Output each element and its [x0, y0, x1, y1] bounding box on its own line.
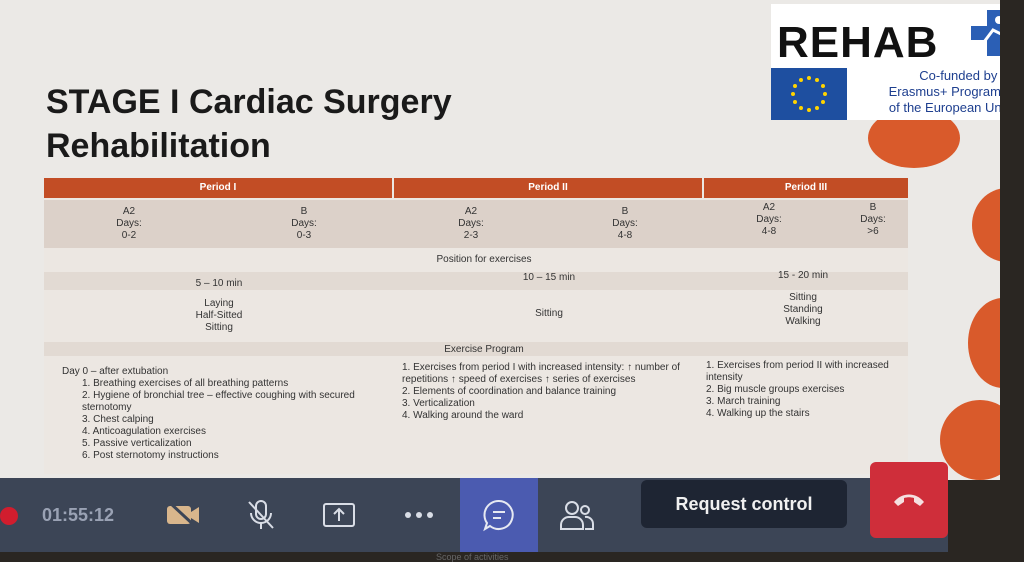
slide-title-line1: STAGE I Cardiac Surgery [46, 83, 452, 121]
period-header: Period III [704, 178, 908, 198]
recording-indicator [0, 507, 18, 525]
group-days: 0-3 [296, 230, 312, 241]
group-label: A2 [122, 206, 136, 217]
duration-p1: 5 – 10 min [195, 278, 243, 289]
group-days: 4-8 [761, 226, 777, 237]
request-control-button[interactable]: Request control [641, 480, 847, 528]
group-days-label: Days: [116, 218, 142, 229]
below-text: Scope of activities [436, 552, 509, 562]
position-item: Sitting [535, 308, 563, 319]
program-p3: 1. Exercises from period II with increas… [706, 360, 902, 420]
share-screen-button[interactable] [302, 478, 376, 552]
program-p1: Day 0 – after extubation 1. Breathing ex… [62, 366, 362, 462]
group-days: >6 [867, 226, 879, 237]
cofund-line2: Erasmus+ Programme [888, 84, 1000, 99]
rehab-logo: REHAB Co-funded by the Erasmus+ Programm… [771, 4, 1000, 120]
group-days-label: Days: [756, 214, 782, 225]
period-header: Period I [44, 178, 392, 198]
position-item: Laying [204, 298, 234, 309]
program-item: 3. March training [706, 396, 781, 407]
slide-title: STAGE I Cardiac Surgery Rehabilitation [46, 80, 452, 168]
position-item: Standing [783, 304, 823, 315]
position-item: Sitting [789, 292, 817, 303]
program-item: 2. Big muscle groups exercises [706, 384, 845, 395]
decor-circle [968, 298, 1000, 388]
group-days: 4-8 [617, 230, 633, 241]
program-item: 2. Hygiene of bronchial tree – effective… [82, 390, 355, 413]
positions-p2: Sitting [484, 308, 614, 320]
positions-p1: Laying Half-Sitted Sitting [154, 298, 284, 334]
meeting-timer: 01:55:12 [42, 505, 115, 525]
eu-flag-icon [771, 68, 847, 120]
group-label: B [869, 202, 877, 213]
mic-toggle-button[interactable] [224, 478, 298, 552]
program-intro: Day 0 – after extubation [62, 366, 169, 377]
group-label: B [621, 206, 629, 217]
hang-up-button[interactable] [870, 462, 948, 538]
shared-screen: STAGE I Cardiac Surgery Rehabilitation R… [0, 0, 1000, 480]
group-label: A2 [464, 206, 478, 217]
group-cell: B Days: 4-8 [590, 206, 660, 242]
duration-p3: 15 - 20 min [777, 270, 829, 281]
program-item: 1. Breathing exercises of all breathing … [82, 378, 289, 389]
meeting-toolbar: 01:55:12 [0, 478, 948, 552]
group-days-label: Days: [458, 218, 484, 229]
group-days-label: Days: [612, 218, 638, 229]
participants-button[interactable] [540, 478, 614, 552]
group-cell: A2 Days: 4-8 [734, 202, 804, 238]
cofund-line3: of the European Union [888, 100, 1000, 115]
logo-word: REHAB [777, 18, 939, 67]
rehab-table: Period I Period II Period III A2 Days: 0… [44, 178, 908, 474]
group-cell: B Days: >6 [840, 202, 906, 238]
group-days: 0-2 [121, 230, 137, 241]
program-item: 4. Walking around the ward [402, 410, 524, 421]
cofund-line1: Co-funded by the [919, 68, 1000, 83]
program-p2: 1. Exercises from period I with increase… [402, 362, 694, 422]
program-item: 4. Anticoagulation exercises [82, 426, 206, 437]
program-item: 1. Exercises from period II with increas… [706, 360, 889, 383]
chat-icon [483, 499, 514, 532]
chat-button[interactable] [460, 478, 538, 552]
decor-circle [940, 400, 1000, 480]
mic-off-icon [248, 500, 274, 529]
position-item: Walking [785, 316, 821, 327]
group-label: B [300, 206, 308, 217]
period-header: Period II [394, 178, 702, 198]
group-days: 2-3 [463, 230, 479, 241]
position-header: Position for exercises [436, 254, 532, 265]
program-item: 1. Exercises from period I with increase… [402, 362, 680, 385]
group-label: A2 [762, 202, 776, 213]
group-cell: B Days: 0-3 [269, 206, 339, 242]
decor-circle [972, 188, 1000, 262]
more-icon [405, 512, 433, 518]
program-item: 6. Post sternotomy instructions [82, 450, 219, 461]
camera-off-icon [167, 500, 199, 530]
hang-up-icon [894, 494, 924, 506]
program-item: 3. Chest calping [82, 414, 154, 425]
program-item: 4. Walking up the stairs [706, 408, 810, 419]
slide-title-line2: Rehabilitation [46, 127, 271, 165]
group-days-label: Days: [860, 214, 886, 225]
program-band [44, 342, 908, 356]
group-band [44, 200, 908, 248]
positions-p3: Sitting Standing Walking [738, 292, 868, 328]
share-screen-icon [323, 503, 355, 527]
program-item: 2. Elements of coordination and balance … [402, 386, 617, 397]
duration-p2: 10 – 15 min [522, 272, 576, 283]
group-days-label: Days: [291, 218, 317, 229]
program-item: 3. Verticalization [402, 398, 475, 409]
position-item: Half-Sitted [195, 310, 243, 321]
more-button[interactable] [382, 478, 456, 552]
group-cell: A2 Days: 0-2 [94, 206, 164, 242]
medical-cross-icon [971, 10, 1000, 56]
position-item: Sitting [205, 322, 233, 333]
program-item: 5. Passive verticalization [82, 438, 192, 449]
camera-toggle-button[interactable] [146, 478, 220, 552]
duration-band [44, 272, 908, 290]
program-header: Exercise Program [444, 344, 524, 355]
participants-icon [560, 501, 595, 530]
group-cell: A2 Days: 2-3 [436, 206, 506, 242]
cofund-text: Co-funded by the Erasmus+ Programme of t… [849, 68, 1000, 116]
